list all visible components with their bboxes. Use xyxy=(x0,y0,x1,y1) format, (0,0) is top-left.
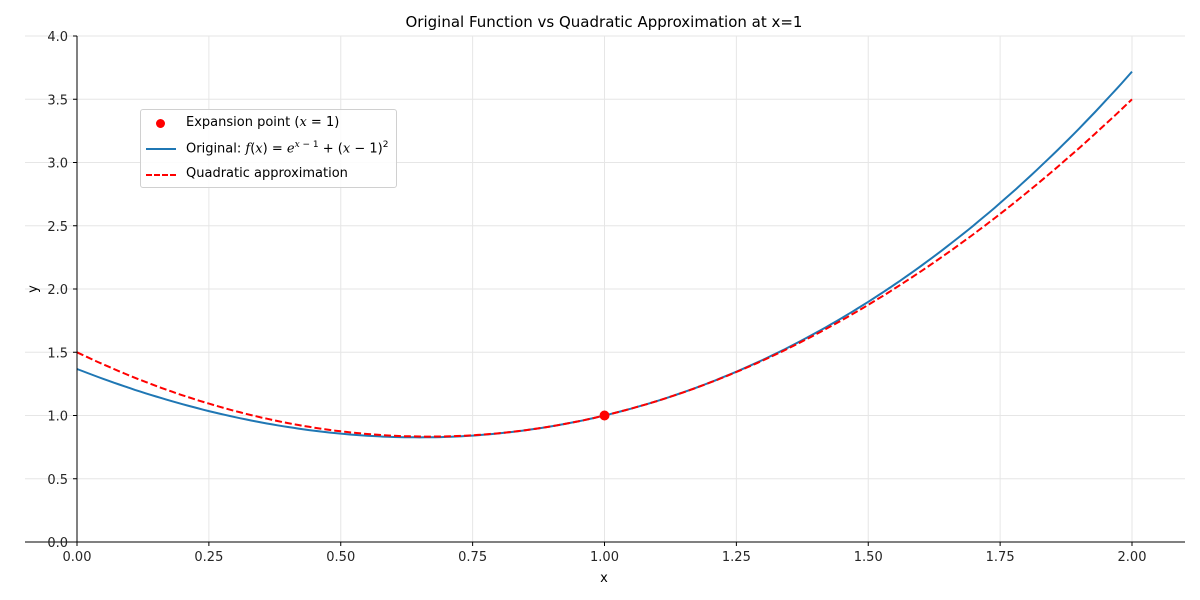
legend-label: Expansion point (x = 1) xyxy=(186,115,340,130)
red-dashed-line-icon xyxy=(146,174,176,176)
y-tick-label: 0.0 xyxy=(47,536,68,551)
legend-item-quadratic: Quadratic approximation xyxy=(141,163,396,185)
x-tick-label: 0.50 xyxy=(326,550,355,565)
chart-title: Original Function vs Quadratic Approxima… xyxy=(406,13,803,31)
y-tick-label: 2.5 xyxy=(47,220,68,235)
x-axis-label: x xyxy=(600,571,608,586)
red-dot-marker-icon xyxy=(156,119,165,128)
legend-item-original: Original: f(x) = ex − 1 + (x − 1)2 xyxy=(141,137,396,159)
x-tick-label: 1.50 xyxy=(854,550,883,565)
legend: Expansion point (x = 1) Original: f(x) =… xyxy=(140,109,397,188)
y-axis-label: y xyxy=(26,285,41,293)
expansion-point-marker xyxy=(599,410,610,421)
legend-item-expansion: Expansion point (x = 1) xyxy=(141,112,396,134)
y-tick-label: 1.5 xyxy=(47,346,68,361)
x-tick-label: 1.00 xyxy=(590,550,619,565)
x-tick-label: 1.25 xyxy=(722,550,751,565)
x-tick-label: 0.25 xyxy=(194,550,223,565)
tick-labels: 0.00 0.25 0.50 0.75 1.00 1.25 1.50 1.75 2.00 0.0 0… xyxy=(47,30,1146,565)
y-tick-label: 3.5 xyxy=(47,93,68,108)
x-tick-label: 2.00 xyxy=(1118,550,1147,565)
blue-line-icon xyxy=(146,148,176,150)
legend-label: Quadratic approximation xyxy=(186,166,348,181)
y-tick-label: 2.0 xyxy=(47,283,68,298)
legend-label: Original: f(x) = ex − 1 + (x − 1)2 xyxy=(186,140,389,157)
y-tick-label: 0.5 xyxy=(47,473,68,488)
y-tick-label: 1.0 xyxy=(47,410,68,425)
x-tick-label: 0.00 xyxy=(63,550,92,565)
gridlines xyxy=(25,35,1185,543)
y-tick-label: 4.0 xyxy=(47,30,68,45)
plot-area xyxy=(76,70,1133,439)
x-tick-label: 1.75 xyxy=(986,550,1015,565)
y-tick-label: 3.0 xyxy=(47,157,68,172)
x-tick-label: 0.75 xyxy=(458,550,487,565)
